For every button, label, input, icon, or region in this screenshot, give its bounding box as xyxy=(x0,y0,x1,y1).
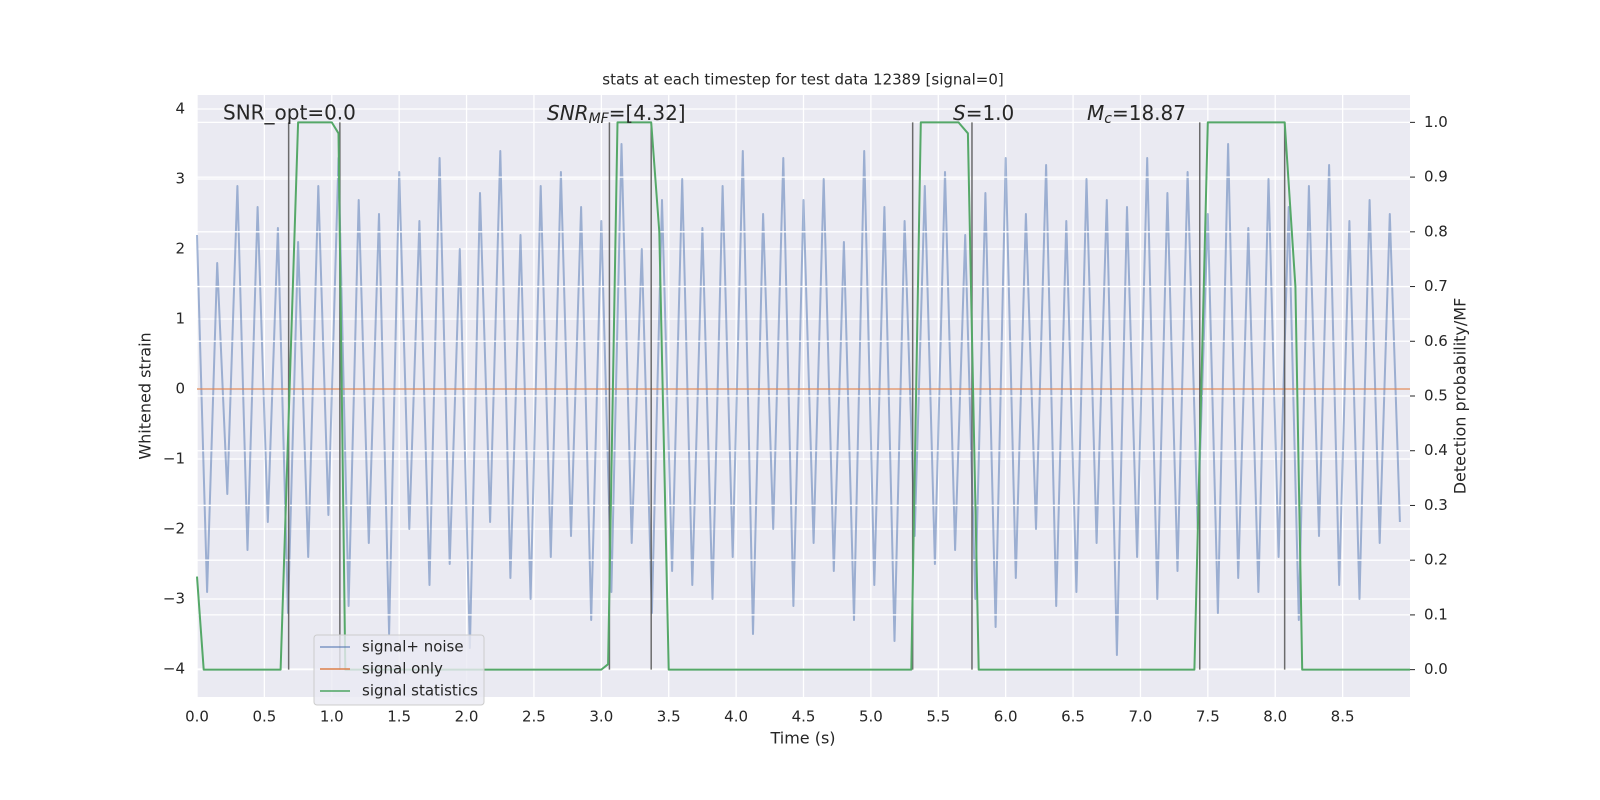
y-tick-label: 3 xyxy=(175,170,185,188)
legend-label: signal statistics xyxy=(362,682,478,700)
legend: signal+ noise signal only signal statistic… xyxy=(313,634,485,706)
x-tick-label: 2.0 xyxy=(455,708,479,726)
x-tick-label: 0.0 xyxy=(185,708,209,726)
x-tick-label: 2.5 xyxy=(522,708,546,726)
y2-tick-label: 0.9 xyxy=(1424,168,1448,186)
y-tick-label: 4 xyxy=(175,100,185,118)
legend-label: signal only xyxy=(362,660,443,678)
y-tick-label: −2 xyxy=(163,520,185,538)
x-tick-label: 3.5 xyxy=(657,708,681,726)
annotation-rest: =18.87 xyxy=(1112,101,1186,125)
x-tick-label: 6.5 xyxy=(1061,708,1085,726)
x-tick-label: 5.5 xyxy=(926,708,950,726)
legend-box xyxy=(313,634,485,706)
annotation-sub: MF xyxy=(589,111,610,127)
y2-tick-label: 1.0 xyxy=(1424,113,1448,131)
annotation: Mc=18.87 xyxy=(1087,101,1186,128)
legend-label: signal+ noise xyxy=(362,638,464,656)
y-tick-label: 2 xyxy=(175,240,185,258)
annotation: S=1.0 xyxy=(953,101,1014,125)
annotation: SNR_opt=0.0 xyxy=(223,101,356,125)
annotation-base: M xyxy=(1087,101,1104,125)
y-tick-label: 0 xyxy=(175,380,185,398)
y2-tick-label: 0.8 xyxy=(1424,222,1448,240)
y-tick-label: −3 xyxy=(163,590,185,608)
series-line xyxy=(196,121,1410,671)
x-tick-label: 4.0 xyxy=(724,708,748,726)
y-axis-label: Whitened strain xyxy=(136,332,155,459)
y2-tick-label: 0.7 xyxy=(1424,277,1448,295)
y-tick-label: −1 xyxy=(163,450,185,468)
x-axis-label: Time (s) xyxy=(769,729,835,748)
y2-tick-label: 0.1 xyxy=(1424,605,1448,623)
annotation-rest: =[4.32] xyxy=(609,101,686,125)
annotation: SNRMF=[4.32] xyxy=(547,101,686,128)
chart-title: stats at each timestep for test data 123… xyxy=(602,71,1003,89)
x-tick-label: 1.0 xyxy=(320,708,344,726)
y2-tick-label: 0.0 xyxy=(1424,660,1448,678)
y2-tick-label: 0.3 xyxy=(1424,496,1448,514)
x-tick-label: 7.0 xyxy=(1129,708,1153,726)
y-tick-label: −4 xyxy=(163,660,185,678)
annotation-sub: c xyxy=(1104,111,1112,127)
y2-tick-label: 0.4 xyxy=(1424,441,1448,459)
x-tick-label: 6.0 xyxy=(994,708,1018,726)
annotation-base: SNR xyxy=(547,101,589,125)
x-tick-label: 5.0 xyxy=(859,708,883,726)
y-tick-label: 1 xyxy=(175,310,185,328)
x-tick-label: 4.5 xyxy=(792,708,816,726)
y2-tick-label: 0.5 xyxy=(1424,387,1448,405)
y2-tick-label: 0.2 xyxy=(1424,551,1448,569)
annotation-base: S xyxy=(953,101,966,125)
y2-tick-label: 0.6 xyxy=(1424,332,1448,350)
x-tick-label: 1.5 xyxy=(387,708,411,726)
x-tick-label: 8.5 xyxy=(1331,708,1355,726)
x-tick-label: 7.5 xyxy=(1196,708,1220,726)
annotation-rest: =1.0 xyxy=(966,101,1015,125)
x-tick-label: 0.5 xyxy=(252,708,276,726)
y2-axis-label: Detection probability/MF xyxy=(1451,298,1470,495)
x-tick-label: 8.0 xyxy=(1263,708,1287,726)
x-tick-label: 3.0 xyxy=(589,708,613,726)
